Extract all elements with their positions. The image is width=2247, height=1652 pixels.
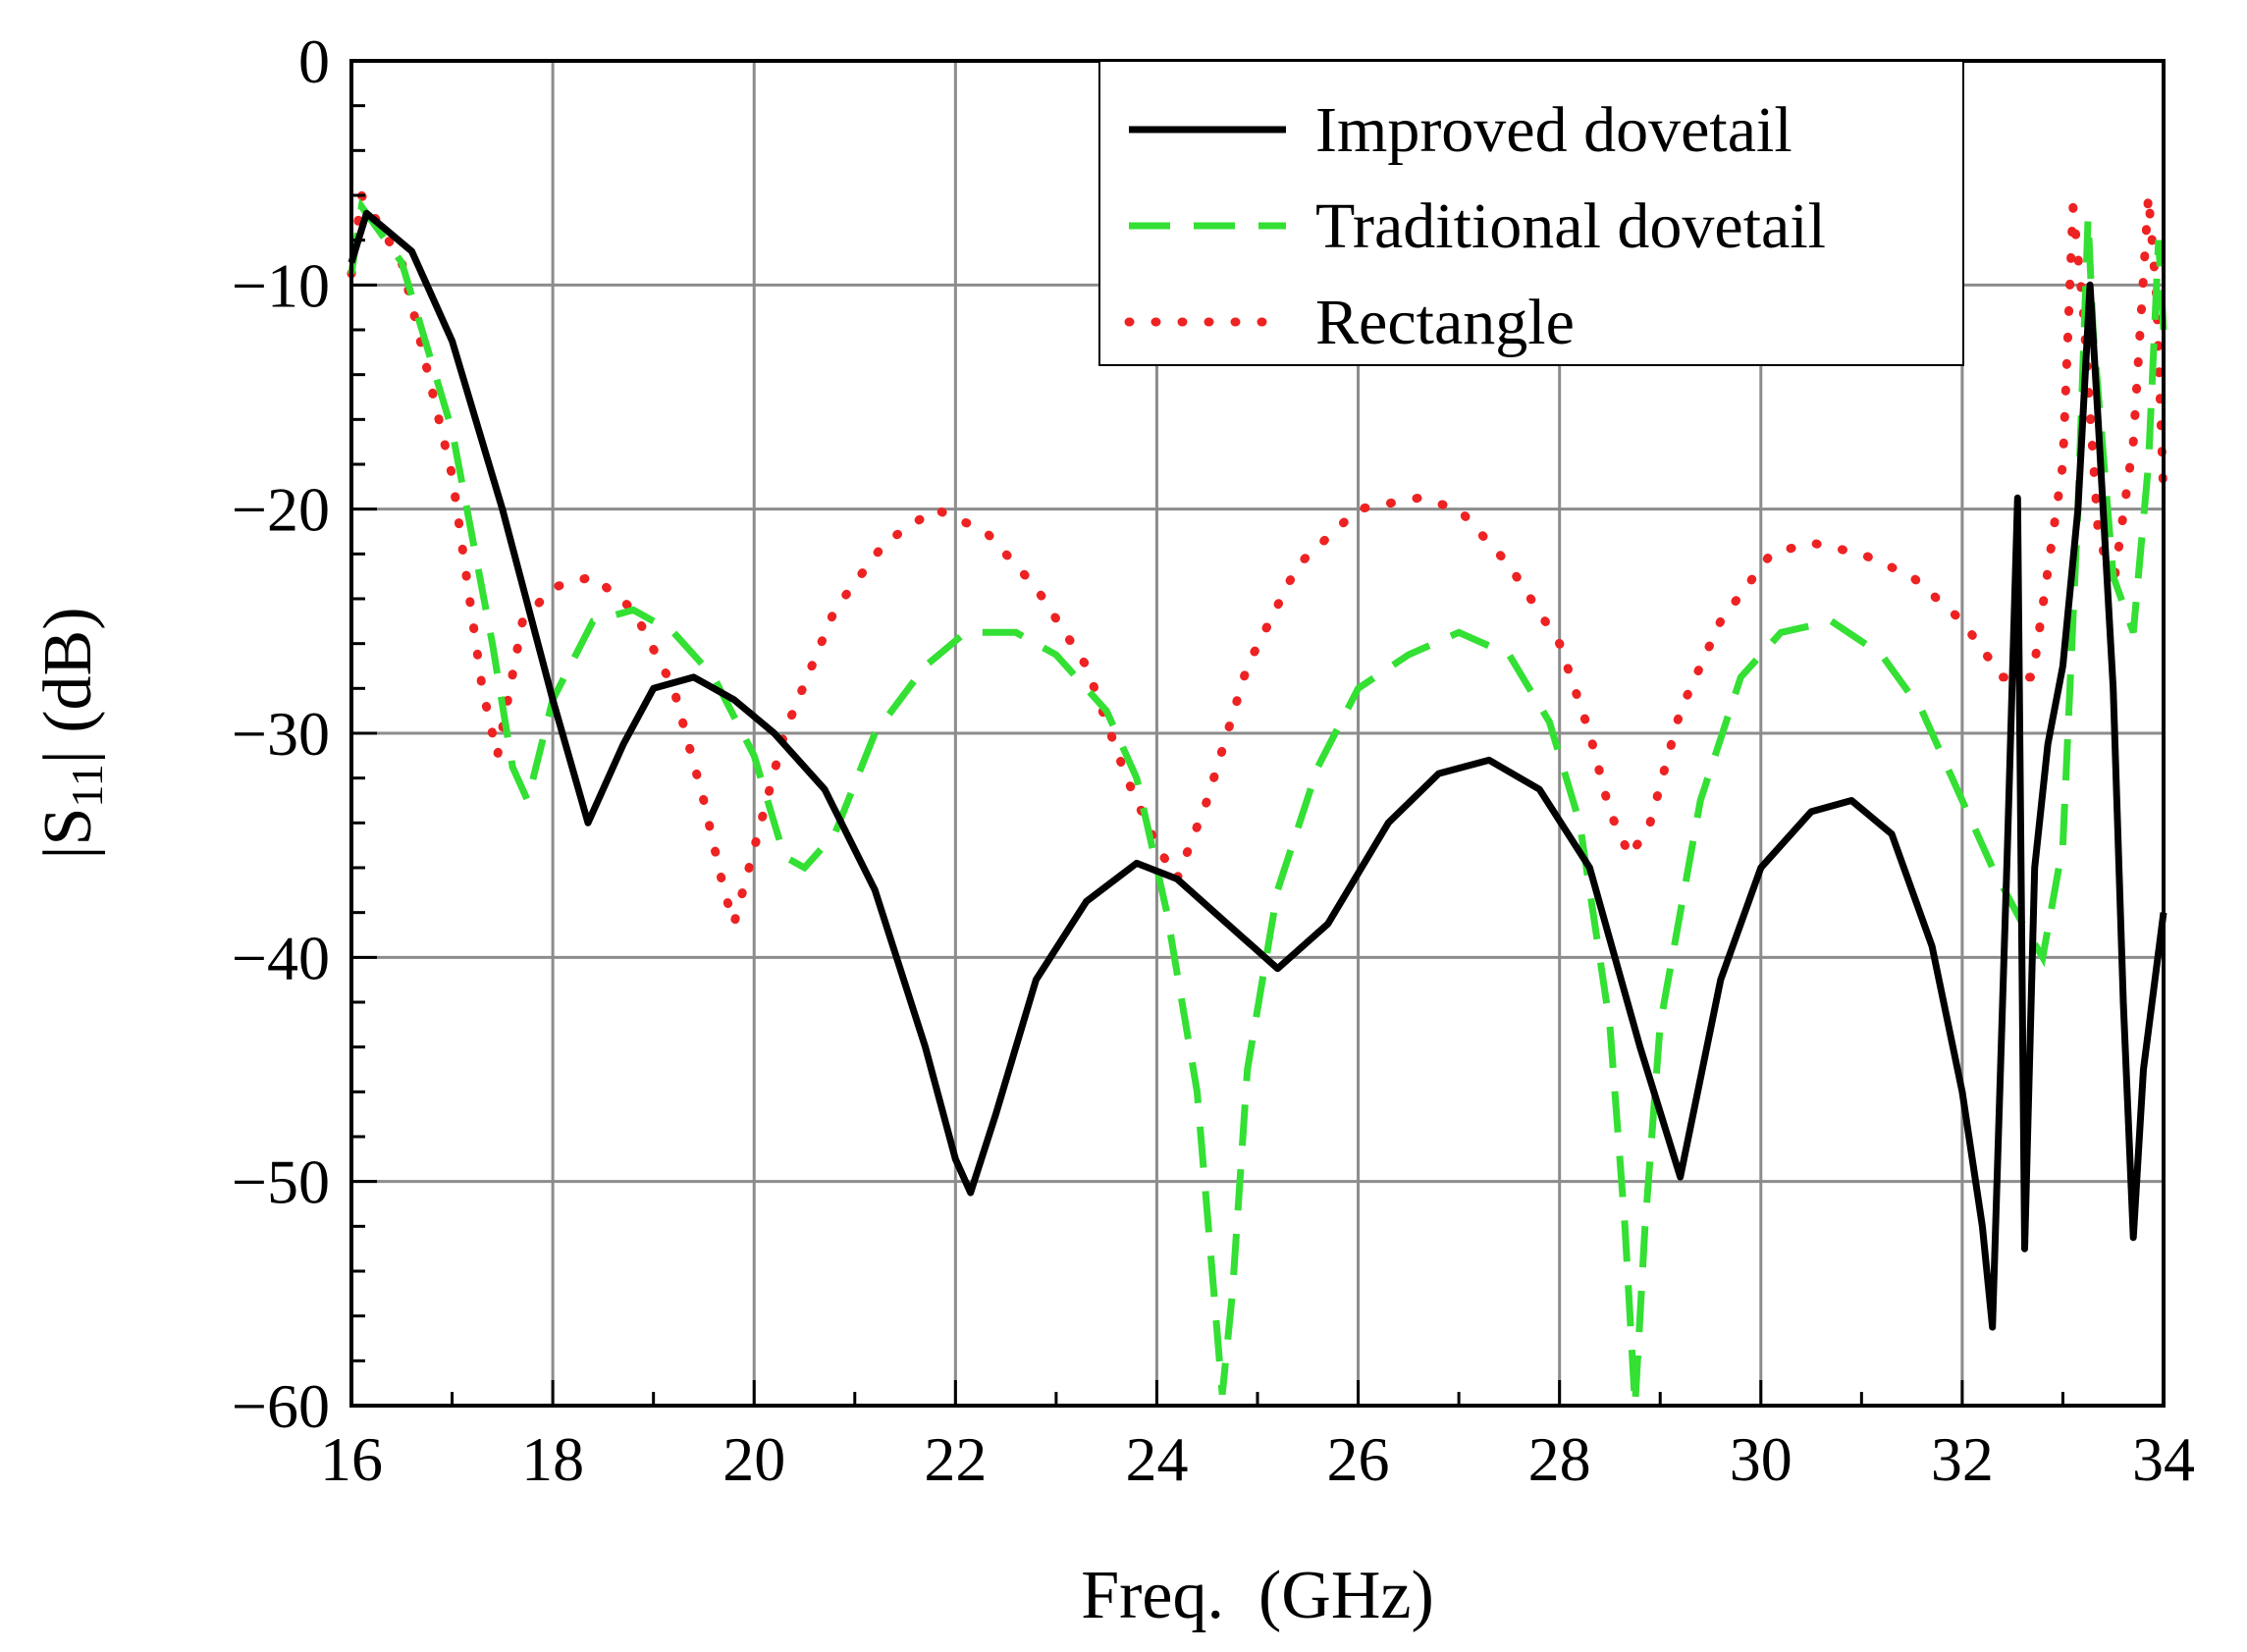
y-tick-label: −10 (232, 250, 330, 320)
x-tick-label: 30 (1730, 1424, 1792, 1494)
legend-box (1098, 60, 1964, 366)
y-tick-label: 0 (298, 27, 330, 96)
y-tick-label: −60 (232, 1371, 330, 1441)
x-tick-label: 18 (521, 1424, 584, 1494)
legend-label: Improved dovetail (1315, 94, 1792, 166)
legend-label: Traditional dovetail (1315, 190, 1826, 262)
series-line-rectangle (347, 182, 2168, 940)
y-tick-label: −20 (232, 475, 330, 545)
x-tick-label: 28 (1528, 1424, 1591, 1494)
y-tick-label: −30 (232, 699, 330, 769)
y-axis-title-main: |S (30, 808, 106, 860)
x-tick-label: 32 (1931, 1424, 1994, 1494)
y-tick-label: −50 (232, 1147, 330, 1217)
x-tick-label: 20 (722, 1424, 785, 1494)
y-axis-title: |S11| (dB) (30, 607, 112, 859)
x-tick-label: 16 (320, 1424, 383, 1494)
axis-ticks (349, 59, 2166, 1408)
series-line-improved-dovetail (348, 209, 2167, 1331)
x-tick-label: 22 (924, 1424, 987, 1494)
series-group (347, 182, 2168, 1407)
y-axis-title-subscript: 11 (62, 764, 112, 807)
x-axis-title: Freq. (GHz) (1081, 1558, 1434, 1633)
tick-labels: 16 18 20 22 24 26 28 30 32 34 0 −10 −20 −30 −40 −50 −60 (232, 27, 2195, 1494)
legend: Improved dovetail Traditional dovetail Rec… (1098, 60, 1964, 366)
x-tick-label: 34 (2132, 1424, 2195, 1494)
x-tick-label: 26 (1327, 1424, 1390, 1494)
legend-label: Rectangle (1315, 287, 1575, 358)
x-tick-label: 24 (1125, 1424, 1188, 1494)
y-axis-title-tail: | (dB) (30, 607, 106, 764)
y-tick-label: −40 (232, 923, 330, 992)
